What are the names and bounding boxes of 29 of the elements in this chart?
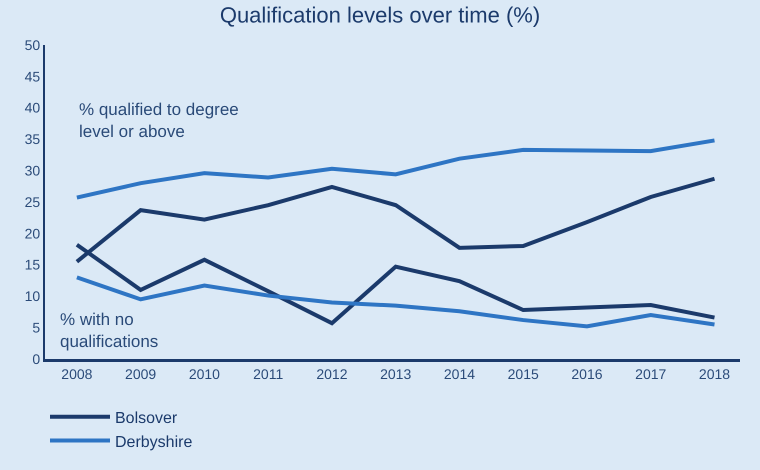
- y-tick-label: 15: [24, 256, 40, 273]
- x-tick-label: 2018: [698, 366, 730, 382]
- x-tick-label: 2017: [635, 366, 667, 382]
- y-tick-label: 50: [24, 36, 40, 53]
- legend-label: Bolsover: [115, 410, 178, 427]
- x-tick-label: 2011: [253, 366, 284, 382]
- y-tick-label: 20: [24, 225, 40, 242]
- x-tick-label: 2015: [508, 366, 539, 382]
- chart-title: Qualification levels over time (%): [220, 2, 540, 28]
- y-tick-label: 25: [24, 194, 40, 210]
- y-tick-label: 0: [32, 350, 40, 367]
- y-tick-label: 5: [32, 320, 40, 336]
- x-tick-label: 2016: [571, 366, 603, 382]
- annotation: % with no qualifications: [60, 310, 158, 352]
- x-tick-label: 2013: [380, 366, 412, 382]
- x-tick-label: 2009: [125, 366, 156, 382]
- line-series: [74, 275, 716, 328]
- x-tick-label: 2012: [316, 366, 348, 382]
- x-tick-label: 2014: [444, 366, 476, 382]
- legend-label: Derbyshire: [115, 434, 192, 451]
- x-tick-label: 2008: [61, 366, 93, 382]
- y-tick-label: 40: [24, 100, 40, 116]
- x-tick-label: 2010: [188, 366, 220, 382]
- y-tick-label: 35: [24, 131, 40, 148]
- y-tick-label: 30: [24, 162, 40, 178]
- y-tick-label: 10: [24, 288, 40, 304]
- annotation: % qualified to degree level or above: [79, 100, 239, 142]
- y-tick-label: 45: [24, 68, 40, 84]
- line-series: [74, 138, 716, 200]
